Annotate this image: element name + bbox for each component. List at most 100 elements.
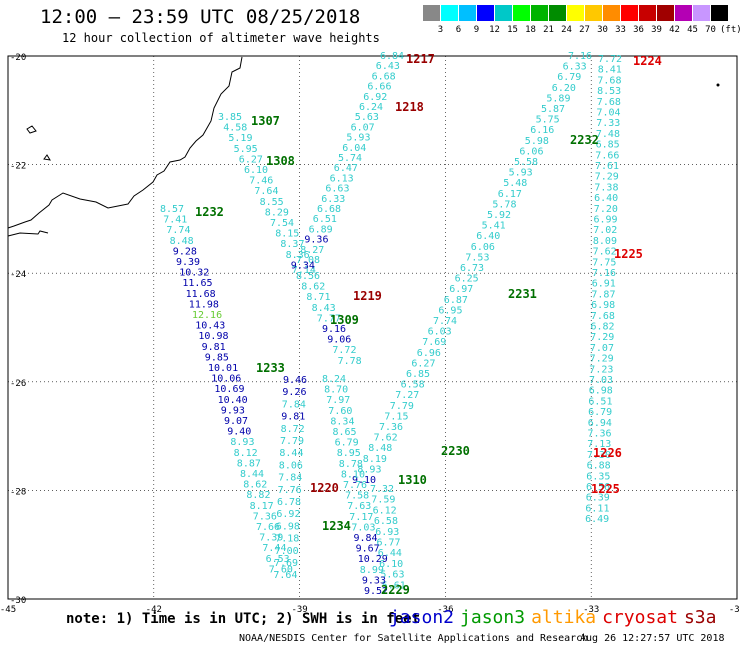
satellite-legend-item: altika <box>531 607 597 628</box>
swh-value: 7.63 <box>347 501 371 512</box>
swh-value: 7.79 <box>280 436 304 447</box>
swh-value: 9.33 <box>362 575 386 586</box>
swh-value: 8.19 <box>363 454 387 465</box>
swh-value: 8.48 <box>170 236 194 247</box>
swh-value: 3.85 <box>218 112 242 123</box>
coastline <box>7 56 243 229</box>
swh-value: 6.78 <box>277 497 301 508</box>
swh-value: 8.62 <box>243 480 267 491</box>
swh-value: 7.44 <box>262 543 286 554</box>
swh-value: 7.60 <box>269 564 293 575</box>
swh-value: 7.61 <box>595 161 619 172</box>
scale-label: 33 <box>615 25 626 35</box>
swh-value: 6.77 <box>377 538 401 549</box>
lat-tick-label: -28 <box>10 487 26 497</box>
swh-value: 6.03 <box>428 327 452 338</box>
swh-value: 5.74 <box>338 153 362 164</box>
swh-value: 7.54 <box>270 218 294 229</box>
swh-value: 6.92 <box>276 509 300 520</box>
swh-value: 12.16 <box>192 310 222 321</box>
swh-value: 6.79 <box>588 407 612 418</box>
swh-value: 7.78 <box>338 356 362 367</box>
swh-value: 6.92 <box>363 92 387 103</box>
swh-value: 8.15 <box>275 229 299 240</box>
scale-label: (ft) <box>720 25 740 35</box>
swh-value: 7.32 <box>370 484 394 495</box>
swh-value: 7.84 <box>278 473 302 484</box>
lat-tick-label: -20 <box>10 53 26 63</box>
swh-value: 6.85 <box>406 369 430 380</box>
scale-label: 3 <box>437 25 444 35</box>
pass-label: 1307 <box>251 114 280 128</box>
swh-value: 6.51 <box>588 396 612 407</box>
swh-value: 10.98 <box>198 331 228 342</box>
lat-tick-label: -30 <box>10 596 26 606</box>
swh-value: 7.41 <box>163 215 187 226</box>
swh-value: 9.34 <box>291 260 315 271</box>
swh-value: 10.06 <box>211 374 241 385</box>
swh-value: 6.79 <box>335 438 359 449</box>
swh-value: 6.91 <box>592 279 616 290</box>
scale-label: 15 <box>507 25 518 35</box>
pass-label: 1232 <box>195 205 224 219</box>
swh-value: 7.74 <box>166 225 190 236</box>
swh-value: 6.73 <box>460 263 484 274</box>
swh-value: 9.67 <box>356 544 380 555</box>
swh-value: 8.24 <box>322 374 346 385</box>
swh-value: 7.29 <box>595 172 619 183</box>
coastline-islands <box>7 230 49 237</box>
swh-value: 7.36 <box>253 511 277 522</box>
scale-swatch <box>513 5 530 21</box>
scale-swatch <box>675 5 692 21</box>
lon-tick-label: -33 <box>583 605 599 615</box>
swh-value: 6.35 <box>586 471 610 482</box>
credit-line: NOAA/NESDIS Center for Satellite Applica… <box>239 633 589 644</box>
swh-value: 7.30 <box>587 450 611 461</box>
swh-value: 7.68 <box>597 75 621 86</box>
pass-label: 1234 <box>322 519 351 533</box>
lon-tick-label: -42 <box>146 605 162 615</box>
footer-note: note: 1) Time is in UTC; 2) SWH is in fe… <box>66 611 421 627</box>
swh-value: 9.85 <box>205 352 229 363</box>
lon-tick-label: -30 <box>729 605 740 615</box>
swh-value: 6.06 <box>471 242 495 253</box>
swh-value: 8.93 <box>357 464 381 475</box>
lat-tick-label: -24 <box>10 270 26 280</box>
pass-label: 1219 <box>353 289 382 303</box>
swh-value: 8.70 <box>324 385 348 396</box>
scale-swatch <box>603 5 620 21</box>
scale-label: 39 <box>651 25 662 35</box>
swh-value: 7.46 <box>249 176 273 187</box>
swh-value: 6.97 <box>449 284 473 295</box>
scale-swatch <box>441 5 458 21</box>
swh-value: 8.34 <box>330 416 354 427</box>
pass-label: 1308 <box>266 154 295 168</box>
swh-value: 7.66 <box>595 150 619 161</box>
swh-value: 6.13 <box>330 173 354 184</box>
scale-swatch <box>639 5 656 21</box>
swh-value: 5.63 <box>355 112 379 123</box>
swh-value: 6.44 <box>378 548 402 559</box>
lat-tick-label: -22 <box>10 162 26 172</box>
swh-value: 8.12 <box>234 448 258 459</box>
scale-label: 12 <box>489 25 500 35</box>
swh-value: 8.55 <box>260 197 284 208</box>
swh-value: 7.69 <box>422 337 446 348</box>
swh-value: 6.53 <box>266 554 290 565</box>
swh-value: 6.27 <box>239 154 263 165</box>
pass-label: 2231 <box>508 287 537 301</box>
swh-value: 6.24 <box>359 102 383 113</box>
swh-value: 6.06 <box>519 146 543 157</box>
swh-value: 6.25 <box>455 274 479 285</box>
swh-value: 7.18 <box>275 534 299 545</box>
scale-label: 45 <box>687 25 698 35</box>
swh-value: 8.37 <box>280 239 304 250</box>
pass-label: 1225 <box>591 482 620 496</box>
swh-value: 11.65 <box>182 278 212 289</box>
satellite-legend-item: cryosat <box>602 607 678 628</box>
scale-label: 6 <box>455 25 462 35</box>
swh-value: 8.78 <box>339 459 363 470</box>
scale-swatch <box>567 5 584 21</box>
swh-value: 7.77 <box>317 313 341 324</box>
